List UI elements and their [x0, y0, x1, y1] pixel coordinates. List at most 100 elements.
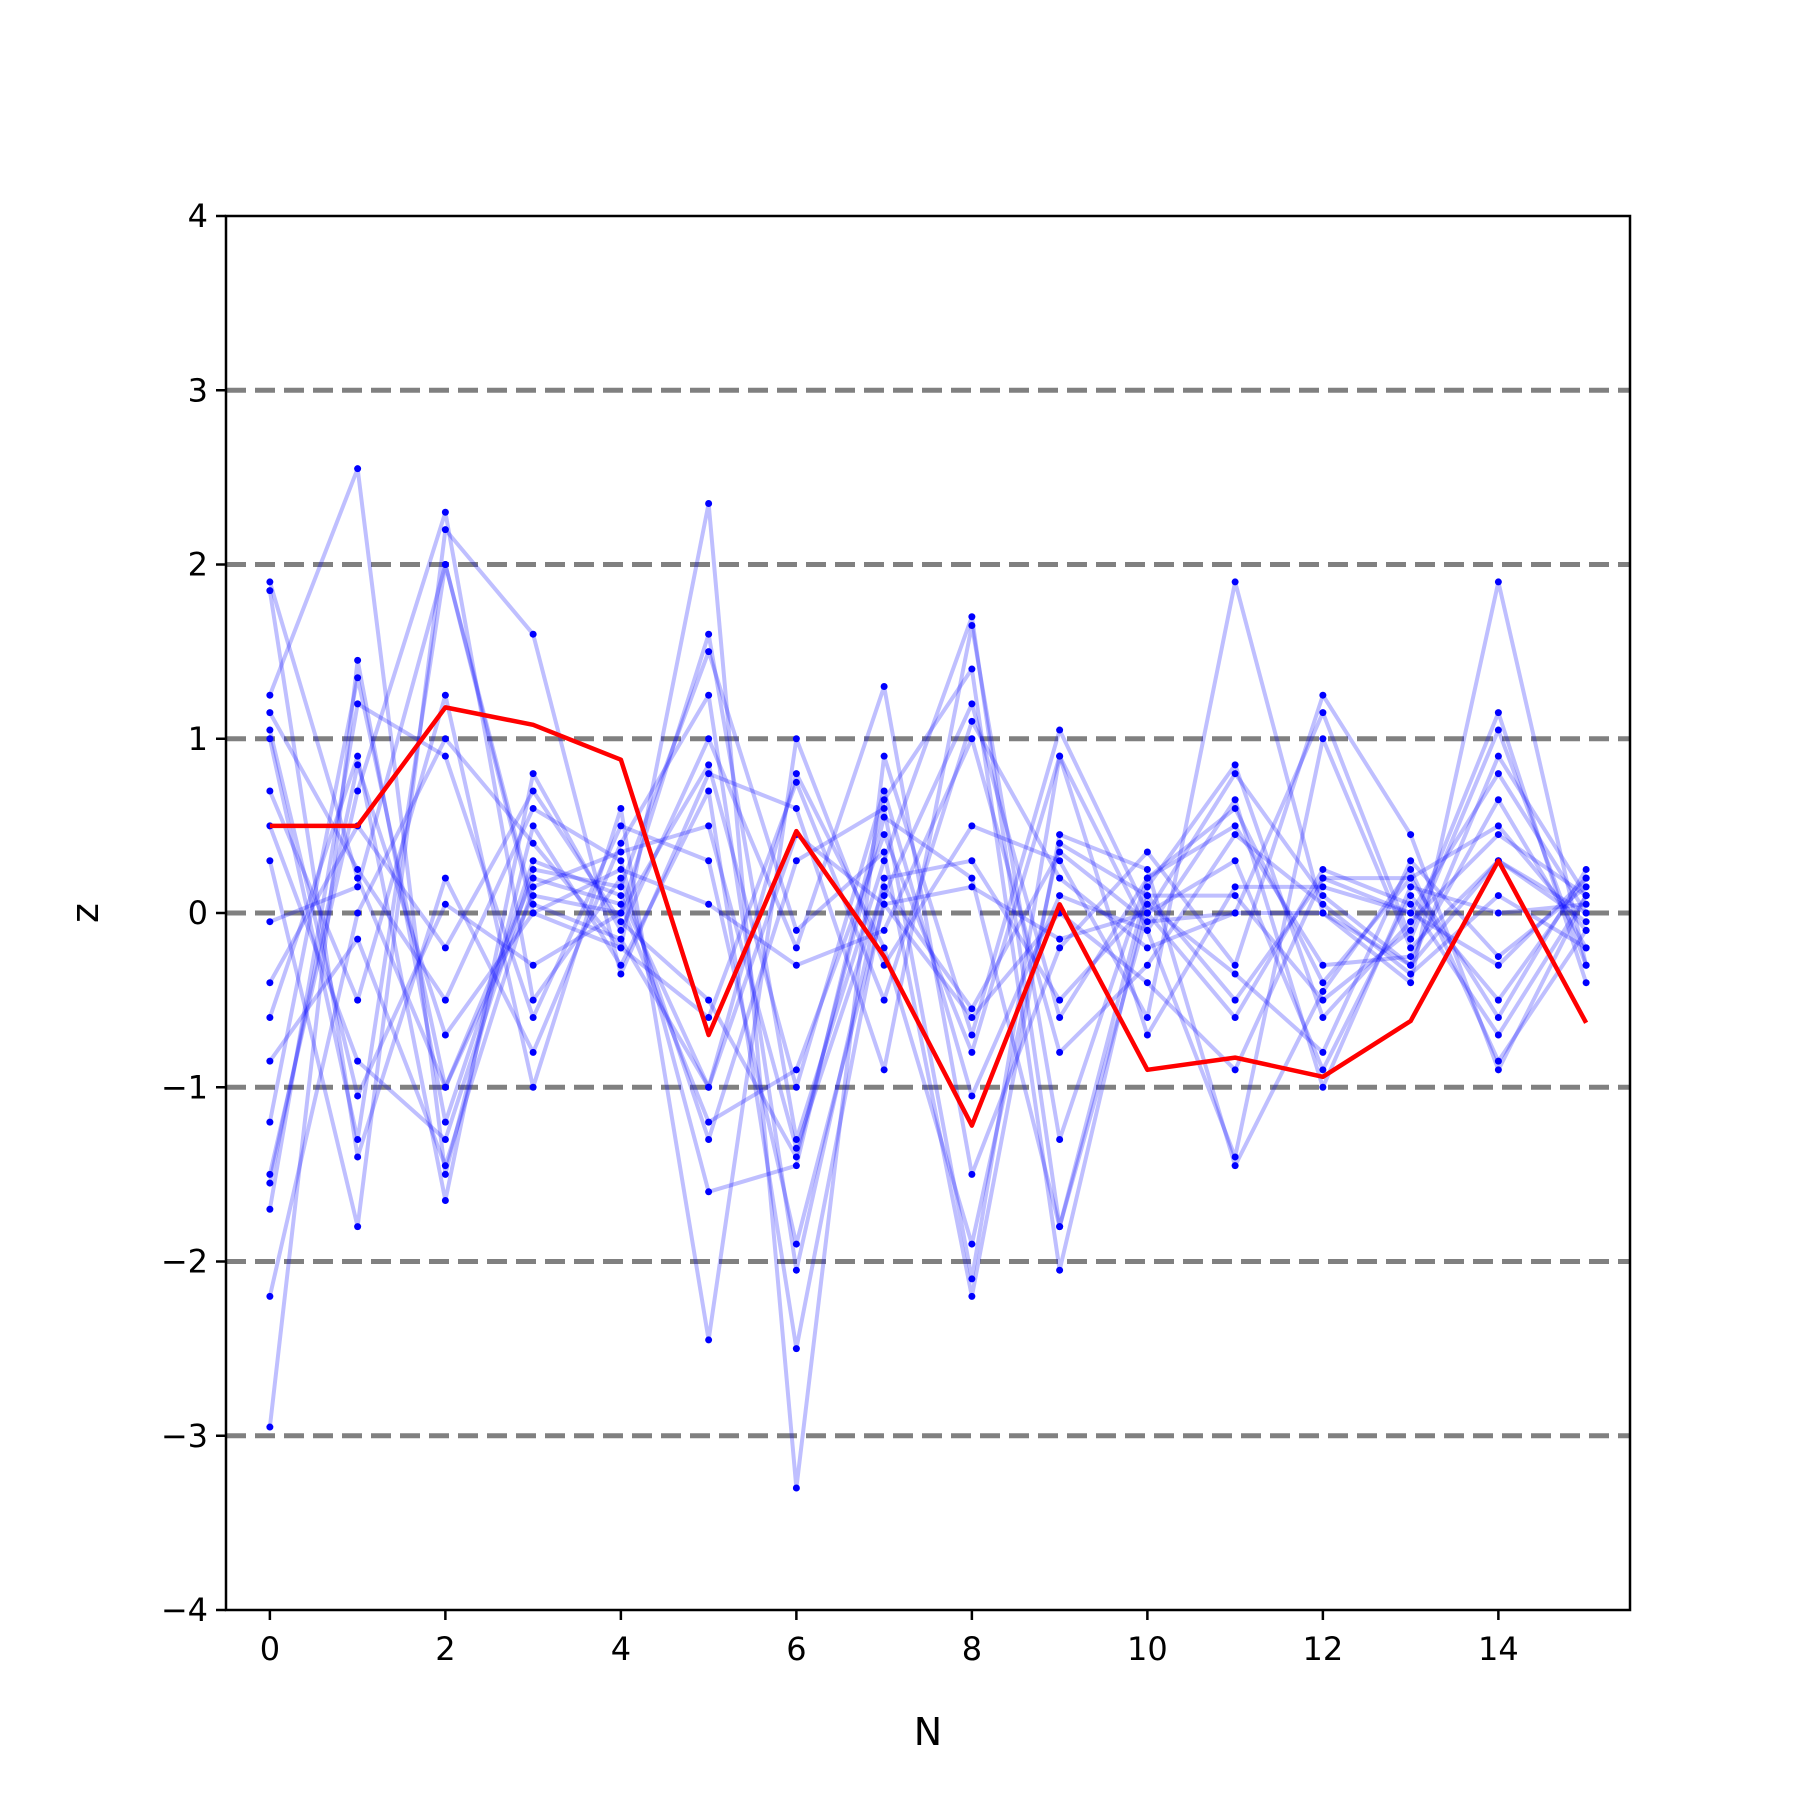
data-point: [792, 944, 800, 952]
data-point: [1231, 1066, 1239, 1074]
data-point: [1143, 926, 1151, 934]
data-point: [968, 1031, 976, 1039]
data-point: [1056, 874, 1064, 882]
data-point: [354, 935, 362, 943]
data-point: [1231, 909, 1239, 917]
data-point: [1319, 874, 1327, 882]
data-point: [1143, 979, 1151, 987]
data-point: [1319, 1014, 1327, 1022]
data-point: [968, 1048, 976, 1056]
data-point: [441, 508, 449, 516]
trajectory-line: [268, 579, 1589, 1342]
data-point: [1319, 900, 1327, 908]
data-point: [1143, 883, 1151, 891]
data-point: [968, 883, 976, 891]
data-point: [617, 848, 625, 856]
data-point: [705, 691, 713, 699]
data-point: [1056, 857, 1064, 865]
data-point: [1319, 979, 1327, 987]
data-point: [792, 926, 800, 934]
data-point: [1494, 831, 1502, 839]
x-axis-ticks: 0 2 4 6 8 10 12 14: [260, 1610, 1519, 1668]
data-point: [266, 1205, 274, 1213]
trajectory-line: [267, 658, 1588, 1428]
data-point: [1231, 761, 1239, 769]
data-point: [354, 874, 362, 882]
data-point: [1319, 961, 1327, 969]
trajectory-points: [266, 465, 1590, 1492]
data-point: [1582, 865, 1590, 873]
data-point: [1407, 926, 1415, 934]
data-point: [617, 970, 625, 978]
data-point: [529, 857, 537, 865]
data-point: [529, 900, 537, 908]
data-point: [529, 1014, 537, 1022]
trajectory-line: [267, 581, 1588, 1229]
data-point: [1319, 883, 1327, 891]
data-point: [1494, 1057, 1502, 1065]
data-point: [1056, 752, 1064, 760]
trajectory-line: [267, 701, 1588, 1247]
data-point: [1143, 848, 1151, 856]
trajectory-line: [267, 684, 1588, 1203]
trajectory-line: [269, 562, 1588, 1090]
data-point: [354, 1057, 362, 1065]
data-point: [441, 996, 449, 1004]
data-point: [441, 1197, 449, 1205]
data-point: [705, 735, 713, 743]
data-point: [1231, 883, 1239, 891]
data-point: [617, 892, 625, 900]
data-point: [880, 752, 888, 760]
data-point: [705, 1083, 713, 1091]
data-point: [1494, 1031, 1502, 1039]
data-point: [354, 700, 362, 708]
data-point: [880, 883, 888, 891]
data-point: [1407, 953, 1415, 961]
data-point: [792, 1136, 800, 1144]
data-point: [1494, 709, 1502, 717]
data-point: [441, 1136, 449, 1144]
data-point: [1319, 735, 1327, 743]
y-tick-label: 0: [188, 894, 208, 932]
data-point: [792, 804, 800, 812]
data-point: [1056, 1136, 1064, 1144]
data-point: [1582, 900, 1590, 908]
data-point: [1319, 1048, 1327, 1056]
data-point: [266, 1014, 274, 1022]
data-point: [529, 770, 537, 778]
data-point: [1056, 892, 1064, 900]
data-point: [968, 1292, 976, 1300]
data-point: [617, 961, 625, 969]
data-point: [354, 883, 362, 891]
data-point: [792, 1066, 800, 1074]
data-point: [792, 1162, 800, 1170]
data-point: [266, 578, 274, 586]
data-point: [1231, 1162, 1239, 1170]
data-point: [1407, 900, 1415, 908]
data-point: [792, 1083, 800, 1091]
y-axis-label: z: [63, 903, 107, 923]
data-point: [1407, 944, 1415, 952]
x-tick-label: 8: [962, 1630, 982, 1668]
data-point: [1143, 909, 1151, 917]
data-point: [792, 857, 800, 865]
highlight-line: [269, 705, 1589, 1128]
data-point: [529, 839, 537, 847]
data-point: [354, 1153, 362, 1161]
data-point: [1494, 953, 1502, 961]
data-point: [880, 996, 888, 1004]
data-point: [266, 587, 274, 595]
x-axis-label: N: [914, 1710, 942, 1754]
data-point: [968, 613, 976, 621]
y-tick-label: −1: [161, 1068, 208, 1106]
data-point: [266, 979, 274, 987]
x-tick-label: 14: [1478, 1630, 1519, 1668]
data-point: [441, 752, 449, 760]
data-point: [1319, 1066, 1327, 1074]
data-point: [968, 1014, 976, 1022]
data-point: [617, 900, 625, 908]
data-point: [441, 1083, 449, 1091]
data-point: [354, 465, 362, 473]
data-point: [1056, 1014, 1064, 1022]
